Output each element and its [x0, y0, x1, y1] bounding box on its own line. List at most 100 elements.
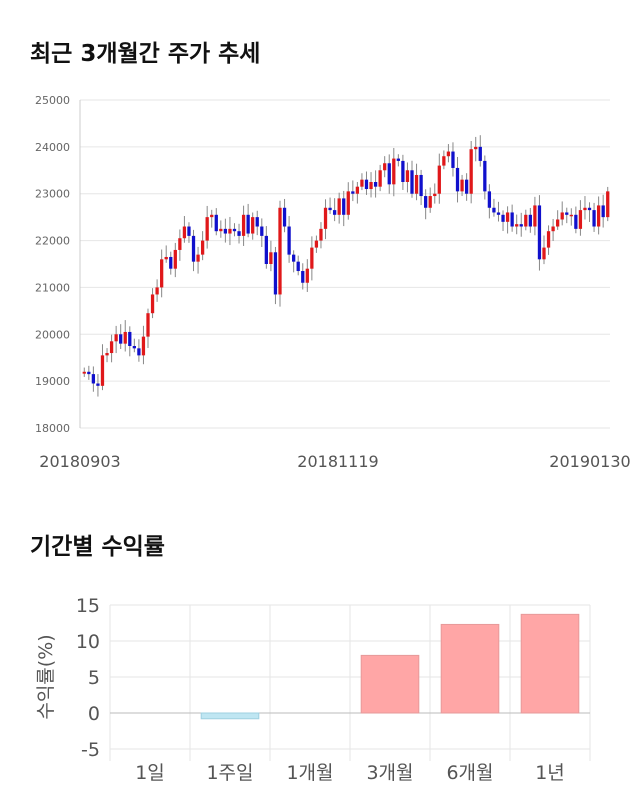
candle-body — [214, 214, 218, 232]
candle-body — [537, 205, 542, 260]
candle-body — [287, 226, 291, 255]
y-tick-label: 5 — [88, 667, 100, 689]
candle-body — [596, 205, 601, 227]
candle-body — [96, 383, 100, 386]
candle-body — [442, 156, 446, 166]
bar — [520, 613, 580, 714]
candle-body — [510, 212, 514, 227]
y-tick-label: 22000 — [35, 235, 70, 248]
candle-body — [246, 214, 250, 234]
candle-body — [360, 179, 364, 187]
y-tick-label: 15 — [76, 595, 100, 617]
y-tick-label: 18000 — [35, 422, 70, 435]
candle-body — [150, 294, 155, 314]
candle-body — [296, 261, 300, 272]
candle-body — [128, 331, 132, 346]
candle-body — [424, 196, 428, 208]
candle-body — [528, 214, 532, 227]
candle-body — [191, 235, 196, 262]
y-tick-label: 24000 — [35, 141, 70, 154]
candle-body — [100, 355, 105, 386]
candle-body — [337, 198, 341, 215]
x-tick-label: 20181119 — [297, 452, 378, 471]
candle-body — [105, 353, 109, 356]
candle-body — [387, 163, 391, 185]
candle-body — [292, 254, 296, 262]
candle-body — [169, 256, 173, 269]
candle-body — [164, 256, 168, 260]
candle-body — [178, 238, 182, 250]
candle-body — [119, 334, 123, 344]
bar — [200, 712, 260, 720]
candle-body — [91, 374, 96, 384]
candle-body — [232, 228, 237, 232]
candle-body — [328, 207, 332, 211]
y-tick-label: 23000 — [35, 188, 70, 201]
candle-body — [405, 170, 410, 182]
x-tick-label: 20190130 — [549, 452, 630, 471]
candle-body — [237, 231, 241, 236]
candle-body — [383, 163, 387, 171]
x-tick-label: 1년 — [535, 762, 565, 784]
candle-body — [578, 210, 583, 229]
candle-body — [319, 228, 323, 241]
candle-body — [464, 179, 469, 194]
candle-body — [446, 151, 451, 157]
candle-body — [355, 186, 360, 194]
candle-body — [282, 207, 287, 227]
bar — [360, 654, 420, 714]
candle-body — [373, 182, 378, 187]
candle-body — [551, 226, 555, 232]
x-tick-label: 1주일 — [206, 762, 253, 784]
candle-body — [487, 191, 492, 208]
candle-body — [587, 207, 592, 211]
candle-body — [401, 160, 405, 182]
candle-body — [524, 214, 528, 227]
candle-body — [301, 271, 305, 283]
candle-body — [519, 224, 523, 227]
candle-body — [574, 214, 578, 229]
candle-body — [460, 179, 464, 192]
candle-body — [182, 226, 187, 239]
candle-body — [351, 191, 355, 194]
candle-body — [273, 252, 278, 295]
y-tick-label: 20000 — [35, 328, 70, 341]
candle-body — [533, 205, 537, 227]
candle-body — [560, 212, 564, 220]
candle-body — [601, 205, 605, 218]
candle-body — [87, 371, 91, 375]
candle-body — [410, 170, 414, 194]
candle-body — [546, 231, 551, 248]
candle-body — [474, 146, 478, 150]
candle-body — [542, 247, 546, 260]
candle-body — [173, 249, 177, 269]
y-tick-label: 25000 — [35, 94, 70, 107]
candle-body — [428, 196, 432, 208]
candle-body — [132, 346, 136, 349]
candle-body — [378, 170, 382, 187]
candle-body — [155, 287, 159, 295]
candle-body — [414, 174, 419, 194]
period-return-title: 기간별 수익률 — [30, 534, 165, 560]
candle-body — [123, 331, 127, 344]
candle-body — [346, 191, 350, 215]
period-return-chart: -5 0 5 10 15 1일 1주일 1개월 3개월 6개월 1년 수익률(%) — [35, 595, 591, 784]
candle-body — [392, 158, 396, 185]
x-tick-label: 1개월 — [286, 762, 333, 784]
candle-body — [492, 207, 496, 213]
x-tick-label: 3개월 — [366, 762, 413, 784]
price-trend-title: 최근 3개월간 주가 추세 — [30, 41, 261, 67]
candle-body — [583, 207, 587, 211]
y-tick-label: 19000 — [35, 375, 70, 388]
candle-body — [606, 191, 610, 218]
candle-body — [228, 228, 232, 234]
candle-body — [200, 240, 205, 255]
candle-body — [433, 193, 437, 197]
candle-body — [310, 247, 314, 269]
candle-body — [556, 219, 560, 227]
candle-body — [269, 252, 273, 264]
y-tick-label: -5 — [81, 739, 100, 761]
candle-body — [146, 313, 150, 337]
candle-body — [141, 336, 146, 356]
candle-body — [592, 210, 596, 227]
